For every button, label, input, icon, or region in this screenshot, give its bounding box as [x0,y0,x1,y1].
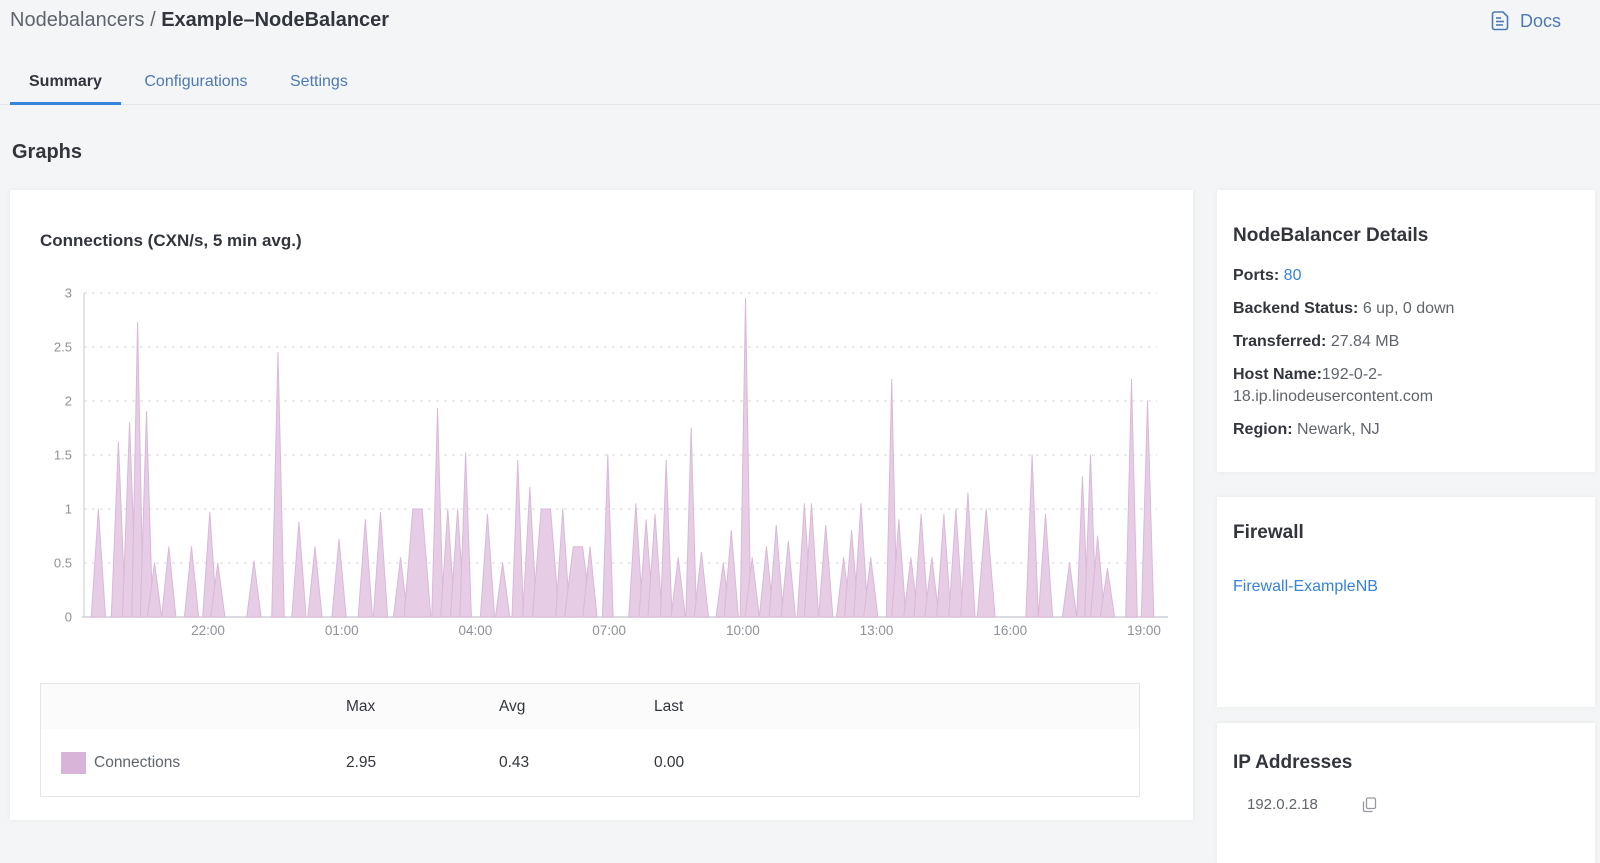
ip-address-row: 192.0.2.18 [1247,794,1579,816]
breadcrumb: Nodebalancers / Example–NodeBalancer [10,9,389,32]
ports-label: Ports: [1233,267,1284,284]
backend-status-label: Backend Status: [1233,300,1363,317]
svg-text:04:00: 04:00 [459,623,493,638]
svg-text:2.5: 2.5 [54,340,72,355]
detail-row-region: Region: Newark, NJ [1233,419,1579,441]
svg-text:16:00: 16:00 [993,623,1027,638]
legend-header-avg: Avg [499,697,526,715]
svg-text:0: 0 [65,610,72,625]
transferred-label: Transferred: [1233,333,1331,350]
transferred-value: 27.84 MB [1330,333,1400,350]
firewall-panel: Firewall Firewall-ExampleNB [1217,497,1595,707]
detail-row-transferred: Transferred: 27.84 MB [1233,331,1579,353]
hostname-label: Host Name: [1233,366,1322,383]
tab-configurations[interactable]: Configurations [144,73,248,90]
svg-text:1.5: 1.5 [54,448,72,463]
svg-text:13:00: 13:00 [860,623,894,638]
legend-series-row: Connections 2.95 0.43 0.00 [41,729,1139,796]
breadcrumb-parent[interactable]: Nodebalancers / [10,9,162,31]
connections-max-value: 2.95 [346,753,377,771]
detail-row-backend-status: Backend Status: 6 up, 0 down [1233,298,1579,320]
docs-label: Docs [1520,10,1562,31]
graphs-heading: Graphs [12,141,83,163]
connections-last-value: 0.00 [654,753,685,771]
docs-link[interactable]: Docs [1489,10,1561,32]
ip-address-value: 192.0.2.18 [1247,796,1318,813]
firewall-link[interactable]: Firewall-ExampleNB [1233,578,1378,595]
chart-legend-table: Max Avg Last Connections 2.95 0.43 0.00 [40,683,1140,797]
details-title: NodeBalancer Details [1233,225,1429,246]
region-label: Region: [1233,421,1297,438]
detail-row-ports: Ports: 80 [1233,265,1579,287]
svg-text:10:00: 10:00 [726,623,760,638]
connections-avg-value: 0.43 [499,753,530,771]
ports-value-link[interactable]: 80 [1283,267,1302,284]
svg-text:0.5: 0.5 [54,556,72,571]
detail-row-hostname: Host Name:192-0-2-18.ip.linodeuserconten… [1233,364,1579,408]
legend-header-row: Max Avg Last [41,684,1139,729]
nodebalancer-details-panel: NodeBalancer Details Ports: 80 Backend S… [1217,190,1595,472]
svg-text:22:00: 22:00 [191,623,225,638]
tab-bar: Summary Configurations Settings [0,62,1600,105]
firewall-title: Firewall [1233,522,1304,543]
connections-area-chart: 0 0.5 1 1.5 2 2.5 3 22:00 01:00 04:00 07:00 10:00 13… [54,286,1168,638]
svg-text:01:00: 01:00 [325,623,359,638]
docs-icon [1489,10,1511,32]
tab-summary[interactable]: Summary [10,62,121,105]
connections-series-label: Connections [94,753,181,771]
legend-header-max: Max [346,697,376,715]
tab-settings[interactable]: Settings [290,73,348,90]
svg-text:3: 3 [65,286,72,301]
breadcrumb-current: Example–NodeBalancer [161,9,390,31]
copy-ip-icon[interactable] [1362,797,1377,813]
hostname-value: 192-0-2-18.ip.linodeusercontent.com [1233,366,1434,405]
backend-status-value: 6 up, 0 down [1362,300,1455,317]
svg-text:2: 2 [65,394,72,409]
connections-series-swatch [61,751,86,774]
nodebalancer-summary-page: Nodebalancers / Example–NodeBalancer Doc… [0,9,1600,863]
ip-addresses-panel: IP Addresses 192.0.2.18 [1217,723,1595,863]
connections-graph-panel: Connections (CXN/s, 5 min avg.) 0 0.5 1 1.5… [10,190,1193,820]
svg-text:07:00: 07:00 [592,623,626,638]
region-value: Newark, NJ [1297,421,1380,438]
legend-header-last: Last [654,697,684,715]
chart-title: Connections (CXN/s, 5 min avg.) [40,231,302,250]
svg-text:19:00: 19:00 [1127,623,1161,638]
svg-text:1: 1 [65,502,72,517]
ip-addresses-title: IP Addresses [1233,752,1353,773]
